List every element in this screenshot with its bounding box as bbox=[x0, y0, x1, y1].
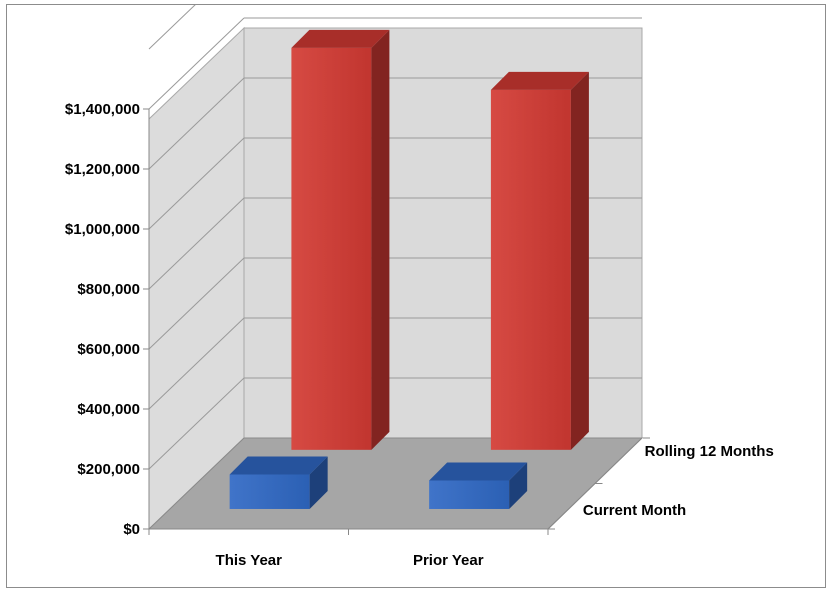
y-tick-label: $600,000 bbox=[77, 341, 140, 358]
x-axis: This Year Prior Year bbox=[148, 528, 549, 569]
y-tick-label: $800,000 bbox=[77, 281, 140, 298]
bar bbox=[291, 29, 390, 450]
series-axis-line bbox=[547, 437, 643, 530]
side-grid-line bbox=[148, 77, 245, 170]
side-grid-line bbox=[148, 5, 196, 50]
bar bbox=[429, 462, 528, 509]
bar bbox=[490, 71, 589, 450]
bars bbox=[229, 29, 589, 509]
series-label: Current Month bbox=[583, 502, 686, 519]
bar-side bbox=[371, 29, 390, 450]
side-grid-line bbox=[148, 17, 245, 110]
x-tick-label: This Year bbox=[216, 552, 283, 569]
y-axis: $0 $200,000 $400,000 $600,000 $800,000 $1,000… bbox=[65, 101, 150, 538]
y-tick-label: $0 bbox=[123, 521, 140, 538]
side-grid-line bbox=[148, 137, 245, 230]
bar-top bbox=[229, 456, 328, 475]
side-grid-line bbox=[148, 377, 245, 470]
bar-front bbox=[490, 89, 571, 450]
x-tick-label: Prior Year bbox=[413, 552, 484, 569]
y-tick-label: $1,200,000 bbox=[65, 161, 140, 178]
y-tick-label: $1,400,000 bbox=[65, 101, 140, 118]
series-axis: Rolling 12 Months Current Month bbox=[547, 437, 774, 530]
bar-side bbox=[570, 71, 589, 450]
side-grid-line bbox=[148, 197, 245, 290]
bar-front bbox=[229, 474, 310, 509]
bar-top bbox=[429, 462, 528, 481]
bar-top bbox=[490, 71, 589, 90]
series-label: Rolling 12 Months bbox=[645, 443, 774, 460]
y-tick-label: $1,000,000 bbox=[65, 221, 140, 238]
bar-front bbox=[291, 47, 372, 450]
bar-side bbox=[509, 462, 528, 509]
y-tick-label: $400,000 bbox=[77, 401, 140, 418]
side-grid-line bbox=[148, 317, 245, 410]
bar-front bbox=[429, 480, 510, 509]
chart: $0 $200,000 $400,000 $600,000 $800,000 $1,000… bbox=[65, 5, 774, 569]
bar bbox=[229, 456, 328, 509]
bar-side bbox=[309, 456, 328, 509]
y-tick-label: $200,000 bbox=[77, 461, 140, 478]
chart-frame: $0 $200,000 $400,000 $600,000 $800,000 $1,000… bbox=[6, 4, 826, 588]
bar-top bbox=[291, 29, 390, 48]
side-grid-line bbox=[148, 257, 245, 350]
